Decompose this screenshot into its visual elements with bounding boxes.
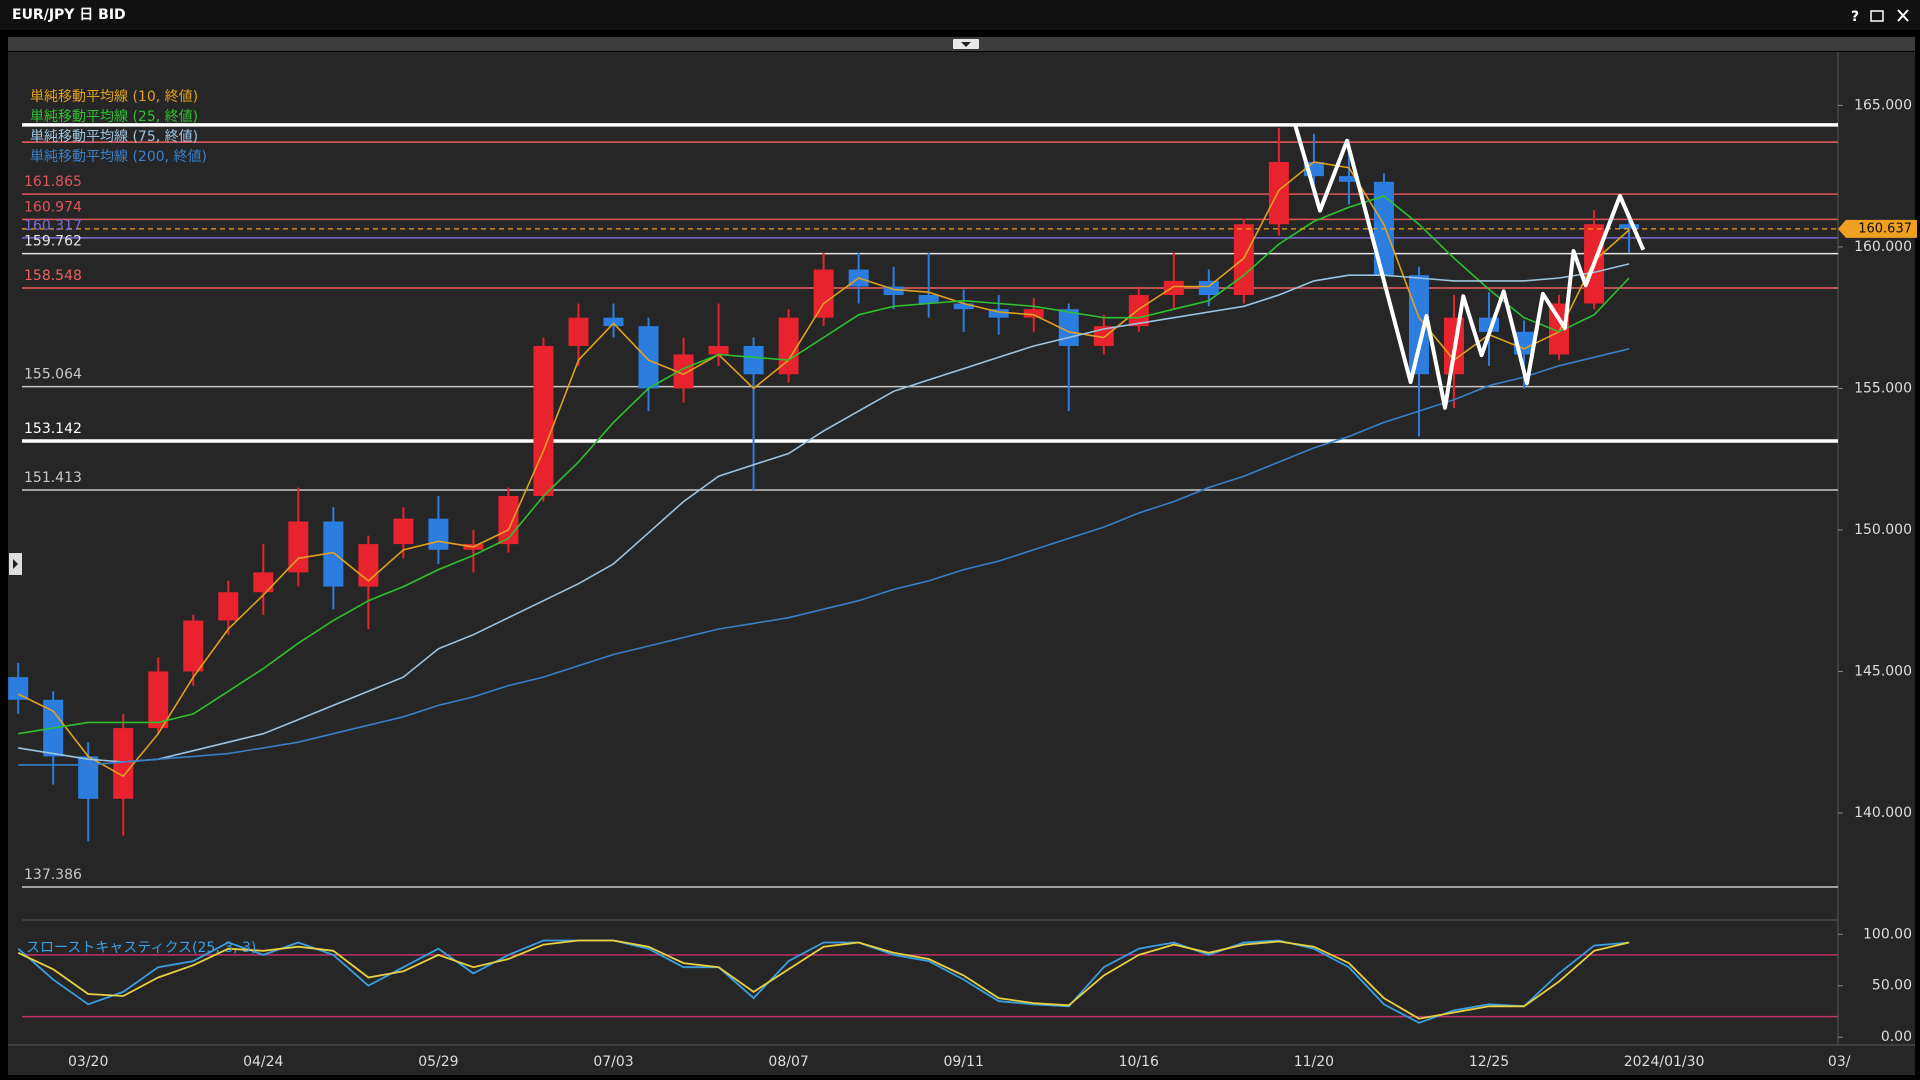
level-label: 161.865: [24, 174, 82, 190]
x-tick-label: 08/07: [768, 1054, 808, 1070]
candle-body: [603, 317, 624, 327]
collapse-icon: [961, 42, 971, 47]
maximize-button[interactable]: [1870, 10, 1884, 22]
candle-body: [743, 345, 764, 375]
legend-entry: 単純移動平均線 (25, 終値): [30, 109, 198, 125]
series-line: [18, 195, 1630, 735]
candle-body: [183, 620, 204, 672]
x-tick-label: 03/: [1828, 1054, 1851, 1070]
side-panel-icon: [13, 559, 18, 569]
y-tick-label: 155.000: [1854, 380, 1912, 396]
series-line: [17, 939, 1630, 1020]
title-bar: [0, 0, 1920, 30]
help-button[interactable]: ?: [1851, 9, 1859, 25]
overlay-layer: 03/20 04/24 05/29 07/03 08/07 09/11 10/16 11/20…: [24, 89, 1917, 1070]
y-tick-label: 100.00: [1863, 926, 1912, 942]
candle-body: [113, 728, 134, 799]
x-tick-label: 2024/01/30: [1624, 1054, 1705, 1070]
x-tick-label: 10/16: [1119, 1054, 1159, 1070]
x-tick-label: 04/24: [243, 1054, 283, 1070]
candle-body: [8, 677, 29, 700]
candle-body: [568, 317, 589, 346]
candle-body: [673, 354, 694, 389]
candle-body: [813, 269, 834, 318]
candle-body: [533, 345, 554, 496]
level-label: 158.548: [24, 268, 82, 284]
level-label: 153.142: [24, 421, 82, 437]
y-tick-label: 160.000: [1854, 239, 1912, 255]
y-tick-label: 150.000: [1854, 522, 1912, 538]
candle-body: [428, 518, 449, 550]
indicator-title: スローストキャスティクス(25, 3, 3): [26, 940, 256, 956]
candle-body: [1163, 280, 1184, 296]
candle-body: [988, 309, 1009, 318]
x-tick-label: 09/11: [944, 1054, 984, 1070]
level-label: 159.762: [24, 234, 82, 250]
x-tick-label: 12/25: [1469, 1054, 1509, 1070]
y-tick-label: 50.00: [1872, 978, 1912, 994]
candle-body: [953, 303, 974, 310]
level-label: 160.317: [24, 218, 82, 234]
candle-body: [1023, 309, 1044, 318]
legend-entry: 単純移動平均線 (10, 終値): [30, 89, 198, 105]
candle-body: [1233, 224, 1254, 296]
candle-body: [288, 521, 309, 573]
candle-body: [218, 592, 239, 621]
candle-body: [1619, 224, 1640, 229]
x-tick-label: 03/20: [68, 1054, 108, 1070]
y-tick-label: 0.00: [1881, 1029, 1912, 1045]
legend-entry: 単純移動平均線 (200, 終値): [30, 149, 207, 165]
x-tick-label: 11/20: [1294, 1054, 1334, 1070]
drawn-pattern-line: [1293, 125, 1646, 410]
candle-body: [883, 286, 904, 296]
candle-body: [323, 521, 344, 587]
candle-body: [708, 345, 729, 355]
candle-body: [148, 671, 169, 729]
candle-body: [918, 295, 939, 304]
y-tick-label: 140.000: [1854, 805, 1912, 821]
x-tick-label: 07/03: [593, 1054, 633, 1070]
x-tick-label: 05/29: [418, 1054, 458, 1070]
legend-entry: 単純移動平均線 (75, 終値): [30, 129, 198, 145]
y-tick-label: 165.000: [1854, 97, 1912, 113]
y-tick-label: 145.000: [1854, 663, 1912, 679]
candle-body: [253, 572, 274, 593]
candle-body: [1338, 176, 1359, 182]
candle-body: [638, 326, 659, 389]
series-line: [17, 939, 1630, 1024]
window-title: EUR/JPY 日 BID: [12, 7, 126, 23]
candle-body: [1549, 303, 1570, 355]
level-label: 151.413: [24, 470, 82, 486]
candle-body: [1198, 280, 1219, 296]
candle-body: [78, 756, 99, 799]
series-line: [18, 263, 1630, 763]
level-label: 137.386: [24, 867, 82, 883]
level-label: 155.064: [24, 367, 82, 383]
last-price-tag: [1838, 219, 1917, 238]
last-price-label: 160.637: [1858, 221, 1912, 236]
candle-body: [1093, 326, 1114, 346]
level-label: 160.974: [24, 199, 82, 215]
candle-body: [1408, 275, 1429, 375]
close-button[interactable]: [1897, 9, 1909, 22]
candle-body: [1268, 161, 1289, 225]
candle-body: [393, 518, 414, 545]
series-line: [18, 348, 1630, 766]
candle-body: [498, 495, 519, 545]
